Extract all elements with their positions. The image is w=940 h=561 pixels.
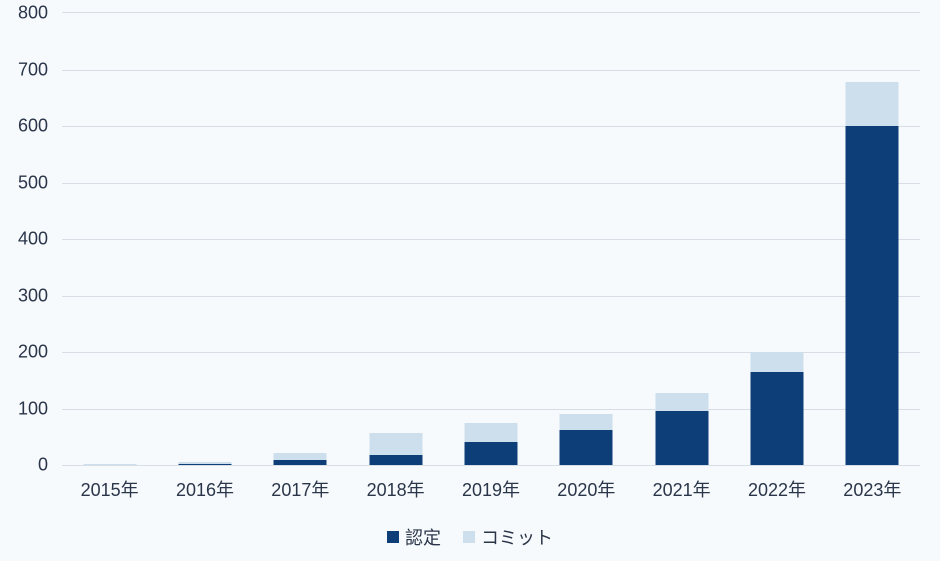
bar-approved [655, 411, 708, 465]
legend-label: コミット [481, 524, 553, 550]
legend-item-committed: コミット [463, 524, 553, 550]
bar-committed [465, 423, 518, 442]
y-tick-label: 600 [18, 116, 62, 137]
bar-group [83, 13, 136, 465]
x-tick-label: 2016年 [176, 464, 234, 502]
bar-approved [846, 126, 899, 465]
x-tick-label: 2020年 [557, 464, 615, 502]
bar-group [179, 13, 232, 465]
bar-group [560, 13, 613, 465]
bar-committed [751, 352, 804, 372]
y-tick-label: 500 [18, 172, 62, 193]
y-tick-label: 800 [18, 3, 62, 24]
bar-approved [751, 372, 804, 465]
bar-approved [560, 430, 613, 465]
bar-committed [655, 393, 708, 411]
bar-committed [274, 453, 327, 460]
x-tick-label: 2021年 [653, 464, 711, 502]
x-tick-label: 2017年 [271, 464, 329, 502]
plot-area: 01002003004005006007008002015年2016年2017年… [62, 12, 920, 464]
y-tick-label: 200 [18, 342, 62, 363]
bar-committed [369, 433, 422, 456]
x-tick-label: 2015年 [81, 464, 139, 502]
bar-group [369, 13, 422, 465]
bar-approved [465, 442, 518, 465]
y-tick-label: 100 [18, 398, 62, 419]
bar-committed [560, 414, 613, 430]
y-tick-label: 400 [18, 229, 62, 250]
bar-group [274, 13, 327, 465]
y-tick-label: 0 [38, 455, 62, 476]
x-tick-label: 2018年 [367, 464, 425, 502]
bar-committed [846, 82, 899, 126]
legend-label: 認定 [405, 524, 441, 550]
x-tick-label: 2019年 [462, 464, 520, 502]
bar-group [846, 13, 899, 465]
x-tick-label: 2022年 [748, 464, 806, 502]
bar-group [655, 13, 708, 465]
y-tick-label: 700 [18, 59, 62, 80]
bar-group [751, 13, 804, 465]
legend: 認定 コミット [0, 524, 940, 550]
legend-swatch [387, 531, 399, 543]
stacked-bar-chart: 0 100 200 300 400 500 600 700 800 2015年 2016年 2017年… [0, 0, 940, 561]
y-tick-label: 300 [18, 285, 62, 306]
x-tick-label: 2023年 [843, 464, 901, 502]
bar-group [465, 13, 518, 465]
legend-item-approved: 認定 [387, 524, 441, 550]
legend-swatch [463, 531, 475, 543]
